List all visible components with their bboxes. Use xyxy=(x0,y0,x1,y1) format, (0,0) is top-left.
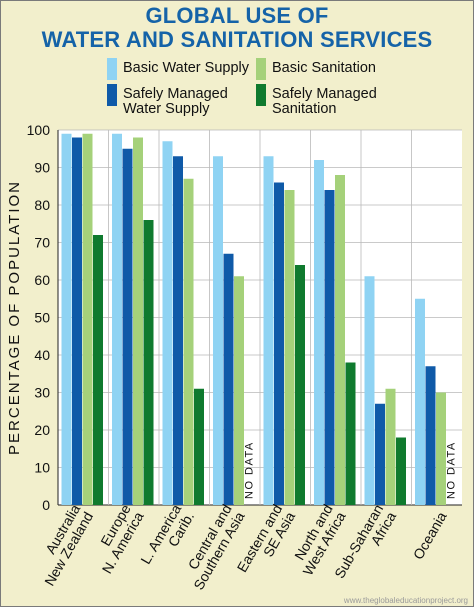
legend-label: Safely Managed xyxy=(123,86,228,102)
bar xyxy=(284,190,295,505)
legend-label: Water Supply xyxy=(123,101,210,117)
bar xyxy=(183,178,194,505)
y-tick-label: 30 xyxy=(34,385,50,401)
legend-label: Sanitation xyxy=(272,101,337,117)
bar xyxy=(274,182,284,505)
title-line-1: GLOBAL USE OF xyxy=(145,3,329,28)
y-tick-label: 80 xyxy=(34,197,50,213)
bar xyxy=(335,175,345,505)
bar xyxy=(234,276,244,505)
legend-label: Basic Water Supply xyxy=(123,60,250,76)
bar xyxy=(314,160,324,505)
legend-swatch xyxy=(256,58,266,80)
bar xyxy=(93,235,103,505)
y-tick-label: 70 xyxy=(34,235,50,251)
legend-swatch xyxy=(107,58,117,80)
bar xyxy=(143,220,154,505)
legend-label: Safely Managed xyxy=(272,86,377,102)
y-tick-label: 20 xyxy=(34,422,50,438)
bar xyxy=(375,403,385,505)
bar xyxy=(133,137,143,505)
bar xyxy=(82,133,93,505)
bar xyxy=(213,156,223,505)
bar xyxy=(385,388,396,505)
bar xyxy=(396,437,406,505)
title-line-2: WATER AND SANITATION SERVICES xyxy=(41,27,433,52)
y-axis-label: PERCENTAGE OF POPULATION xyxy=(6,180,23,455)
bar xyxy=(295,265,305,505)
bar xyxy=(415,298,425,505)
bar xyxy=(122,148,133,505)
no-data-annotation: NO DATA xyxy=(446,441,458,499)
bar xyxy=(324,190,335,505)
bar xyxy=(263,156,274,505)
bar xyxy=(194,388,204,505)
x-category-label: Oceania xyxy=(410,509,450,562)
y-tick-label: 40 xyxy=(34,347,50,363)
chart-title: GLOBAL USE OF WATER AND SANITATION SERVI… xyxy=(0,4,474,52)
x-category-label-line: Oceania xyxy=(410,509,450,562)
y-tick-label: 0 xyxy=(42,497,50,513)
bar xyxy=(112,133,122,505)
bar xyxy=(162,141,173,505)
y-tick-label: 100 xyxy=(27,122,51,138)
bar xyxy=(345,362,356,505)
no-data-annotation: NO DATA xyxy=(244,441,256,499)
legend-swatch xyxy=(256,84,266,106)
y-tick-label: 50 xyxy=(34,310,50,326)
bar xyxy=(173,156,183,505)
bar xyxy=(72,137,82,505)
bar xyxy=(223,253,234,505)
y-tick-label: 90 xyxy=(34,160,50,176)
y-tick-label: 60 xyxy=(34,272,50,288)
bar xyxy=(364,276,375,505)
credit-text: www.theglobaleducationproject.org xyxy=(343,596,468,605)
legend-label: Basic Sanitation xyxy=(272,60,376,76)
bar xyxy=(61,133,72,505)
bar xyxy=(436,392,446,505)
y-tick-label: 10 xyxy=(34,460,50,476)
legend-swatch xyxy=(107,84,117,106)
bar xyxy=(425,366,436,505)
